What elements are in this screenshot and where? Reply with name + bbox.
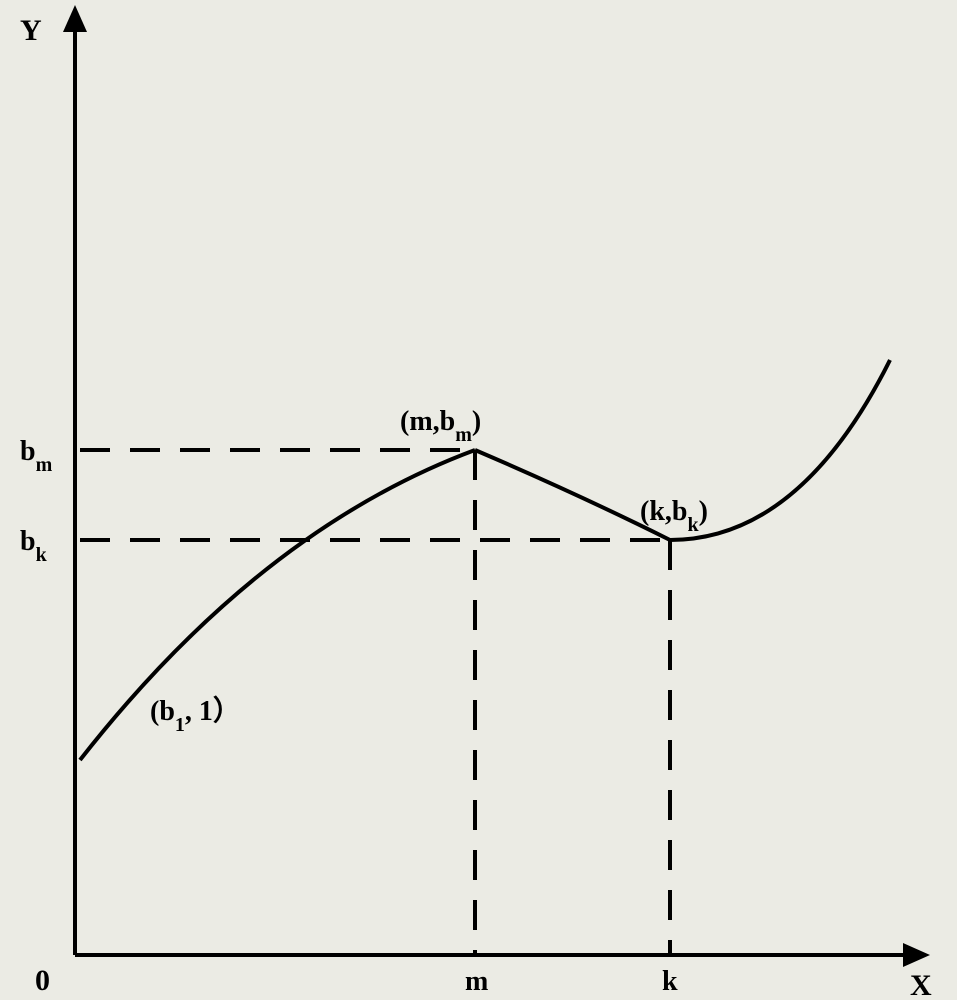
y-tick-bk: bk xyxy=(20,526,48,566)
point-label-m-bm: (m,bm) xyxy=(400,406,481,446)
y-tick-bm: bm xyxy=(20,436,53,476)
y-axis-label: Y xyxy=(20,14,42,47)
x-tick-k: k xyxy=(662,966,678,997)
x-axis-arrow xyxy=(903,943,930,967)
x-tick-m: m xyxy=(465,966,488,997)
origin-label: 0 xyxy=(35,964,50,997)
diagram-container: Y X 0 m k bm bk (m,bm) (k,bk) (b1, 1） xyxy=(0,0,957,1000)
curve-segment-1 xyxy=(80,450,475,760)
point-label-b1-1: (b1, 1） xyxy=(150,694,241,736)
x-axis-label: X xyxy=(910,969,932,1000)
y-axis-arrow xyxy=(63,5,87,32)
coordinate-diagram: Y X 0 m k bm bk (m,bm) (k,bk) (b1, 1） xyxy=(0,0,957,1000)
